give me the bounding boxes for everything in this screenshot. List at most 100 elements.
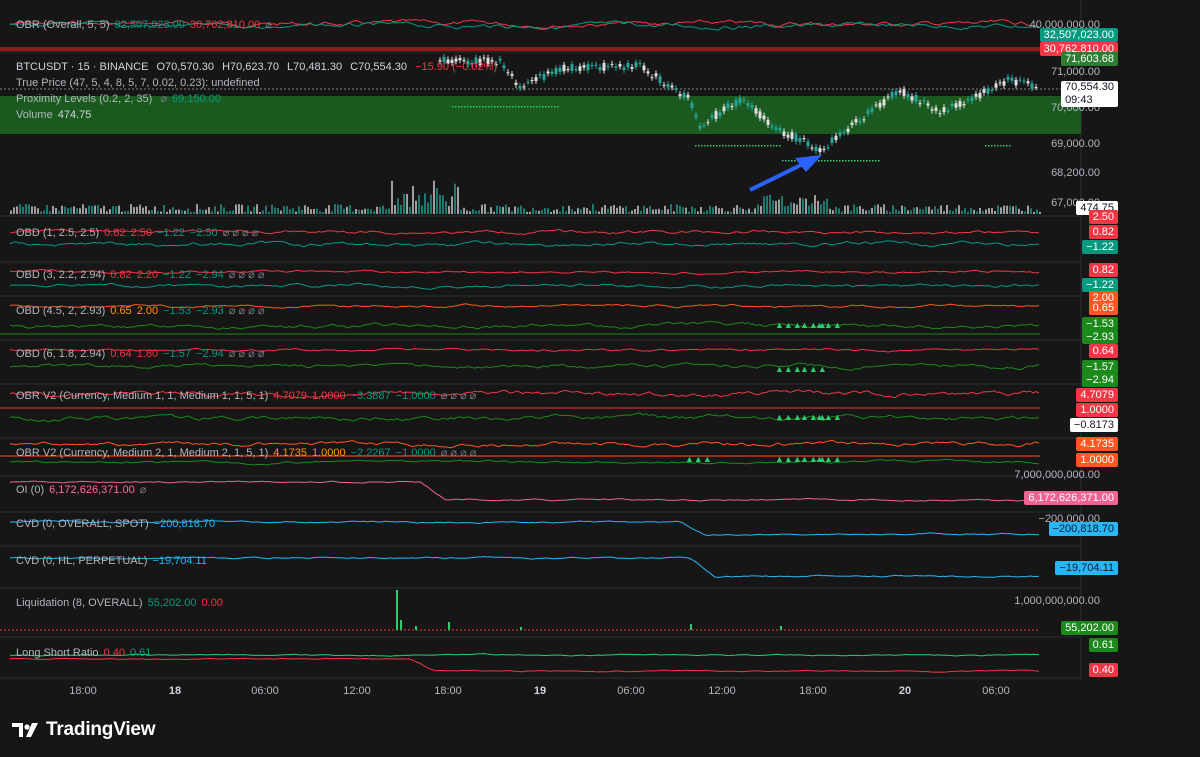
volume-bar-204 <box>622 207 624 214</box>
volume-bar-343 <box>1039 211 1041 214</box>
obr-v2a-legend[interactable]: OBR V2 (Currency, Medium 1, 1, Medium 1,… <box>16 389 476 403</box>
tag-obr-v2b-r: 4.1735 <box>1076 437 1118 451</box>
obd4-v1: 0.64 <box>110 348 132 360</box>
volume-bar-313 <box>949 210 951 214</box>
true-price-text: True Price (47, 5, 4, 8, 5, 7, 0.02, 0.2… <box>16 77 260 89</box>
volume-bar-232 <box>706 210 708 214</box>
volume-bar-116 <box>358 209 360 214</box>
obr-v2a-v3: −3.3887 <box>350 390 391 402</box>
candle-body-0 <box>438 60 442 62</box>
tag-cvd-spot: −200,818.70 <box>1048 522 1118 536</box>
volume-bar-1 <box>13 207 15 214</box>
volume-bar-26 <box>88 205 90 214</box>
proximity-dot <box>878 160 880 162</box>
candle-body-60 <box>678 94 682 97</box>
candle-body-86 <box>782 131 786 136</box>
volume-bar-125 <box>385 209 387 214</box>
liq-legend[interactable]: Liquidation (8, OVERALL) 55,202.00 0.00 <box>16 596 223 610</box>
volume-bar-97 <box>301 209 303 214</box>
volume-bar-178 <box>544 207 546 214</box>
proximity-dot <box>488 106 490 108</box>
candle-body-126 <box>942 107 946 113</box>
candle-body-125 <box>938 113 942 115</box>
obr-overall-legend[interactable]: OBR (Overall, 5, 5) 32,507,023.00 30,762,8… <box>16 18 272 32</box>
volume-legend[interactable]: Volume 474.75 <box>16 108 91 122</box>
volume-bar-287 <box>871 207 873 214</box>
candle-body-41 <box>602 62 606 71</box>
volume-bar-104 <box>322 211 324 214</box>
proximity-dot <box>548 106 550 108</box>
volume-bar-293 <box>889 211 891 214</box>
oi-legend[interactable]: OI (0) 6,172,626,371.00 ⌀ <box>16 483 146 497</box>
volume-bar-146 <box>448 206 450 214</box>
obd2-title: OBD (3, 2.2, 2.94) <box>16 269 106 281</box>
volume-bar-240 <box>730 211 732 214</box>
volume-bar-251 <box>763 196 765 214</box>
symbol-legend[interactable]: BTCUSDT · 15 · BINANCE O70,570.30 H70,62… <box>16 60 497 74</box>
lsr-green-line <box>9 653 1040 657</box>
volume-bar-33 <box>109 209 111 214</box>
volume-bar-39 <box>127 211 129 214</box>
proximity-dot <box>452 106 454 108</box>
volume-bar-255 <box>775 200 777 214</box>
volume-bar-196 <box>598 211 600 214</box>
proximity-dot <box>704 145 706 147</box>
proximity-dot <box>485 106 487 108</box>
ohlc-change: −15.90 (−0.02%) <box>415 61 498 73</box>
volume-bar-228 <box>694 208 696 214</box>
volume-bar-63 <box>199 209 201 214</box>
obd3-options: ⌀ ⌀ ⌀ ⌀ <box>228 305 265 317</box>
candle-body-69 <box>714 111 718 119</box>
candle-body-7 <box>466 60 470 65</box>
liquidation-bar-5 <box>690 624 692 630</box>
volume-bar-252 <box>766 195 768 214</box>
obd1-legend[interactable]: OBD (1, 2.5, 2.5) 0.82 2.50 −1.22 −2.50 ⌀ ⌀ ⌀… <box>16 226 258 240</box>
proximity-legend[interactable]: Proximity Levels (0.2, 2, 35) ⌀ 69,150.00 <box>16 93 221 105</box>
volume-bar-269 <box>817 200 819 214</box>
tradingview-brand[interactable]: TradingView <box>12 719 156 741</box>
cvd-perp-legend[interactable]: CVD (0, HL, PERPETUAL) −19,704.11 <box>16 554 207 568</box>
time-tick-10: 06:00 <box>982 685 1010 697</box>
volume-bar-43 <box>139 204 141 214</box>
tag-liq: 55,202.00 <box>1061 621 1118 635</box>
lsr-v2: 0.61 <box>129 647 152 659</box>
volume-bar-158 <box>484 204 486 214</box>
candle-body-44 <box>614 66 618 68</box>
obd4-legend[interactable]: OBD (6, 1.8, 2.94) 0.64 1.80 −1.57 −2.94 ⌀ ⌀ … <box>16 347 264 361</box>
volume-bar-188 <box>574 211 576 214</box>
volume-bar-279 <box>847 205 849 214</box>
obd3-legend[interactable]: OBD (4.5, 2, 2.93) 0.65 2.00 −1.53 −2.93 ⌀ ⌀ … <box>16 304 264 318</box>
volume-bar-110 <box>340 204 342 214</box>
obd2-green-line <box>9 282 1039 291</box>
proximity-dot <box>830 160 832 162</box>
candle-body-29 <box>554 68 558 74</box>
volume-title: Volume <box>16 109 53 121</box>
tag-obr-v2a-w: −0.8173 <box>1069 418 1118 432</box>
volume-bar-214 <box>652 209 654 214</box>
obr-v2b-legend[interactable]: OBR V2 (Currency, Medium 2, 1, Medium 2,… <box>16 446 476 460</box>
tag-obr-v2a-r2: 1.0000 <box>1076 403 1118 417</box>
volume-bar-246 <box>748 208 750 214</box>
volume-bar-170 <box>520 205 522 214</box>
volume-bar-270 <box>820 204 822 214</box>
volume-bar-339 <box>1027 205 1029 214</box>
lsr-legend[interactable]: Long Short Ratio 0.40 0.61 <box>16 646 151 660</box>
obd2-legend[interactable]: OBD (3, 2.2, 2.94) 0.82 2.20 −1.22 −2.94 ⌀ ⌀ … <box>16 268 264 282</box>
volume-bar-128 <box>394 205 396 214</box>
volume-bar-223 <box>679 205 681 214</box>
cvd-spot-legend[interactable]: CVD (0, OVERALL, SPOT) −200,818.70 <box>16 517 215 531</box>
obd4-title: OBD (6, 1.8, 2.94) <box>16 348 106 360</box>
volume-bar-273 <box>829 208 831 214</box>
volume-bar-225 <box>685 207 687 214</box>
lsr-v1: 0.40 <box>103 647 125 659</box>
proximity-dot <box>533 106 535 108</box>
candle-body-50 <box>638 63 642 65</box>
volume-bar-309 <box>937 208 939 214</box>
proximity-dot <box>464 106 466 108</box>
candle-body-47 <box>626 63 630 68</box>
tag-obd2-r: 0.82 <box>1088 263 1118 277</box>
true-price-legend[interactable]: True Price (47, 5, 4, 8, 5, 7, 0.02, 0.2… <box>16 76 260 90</box>
volume-bar-133 <box>409 206 411 214</box>
candle-body-121 <box>922 100 926 102</box>
